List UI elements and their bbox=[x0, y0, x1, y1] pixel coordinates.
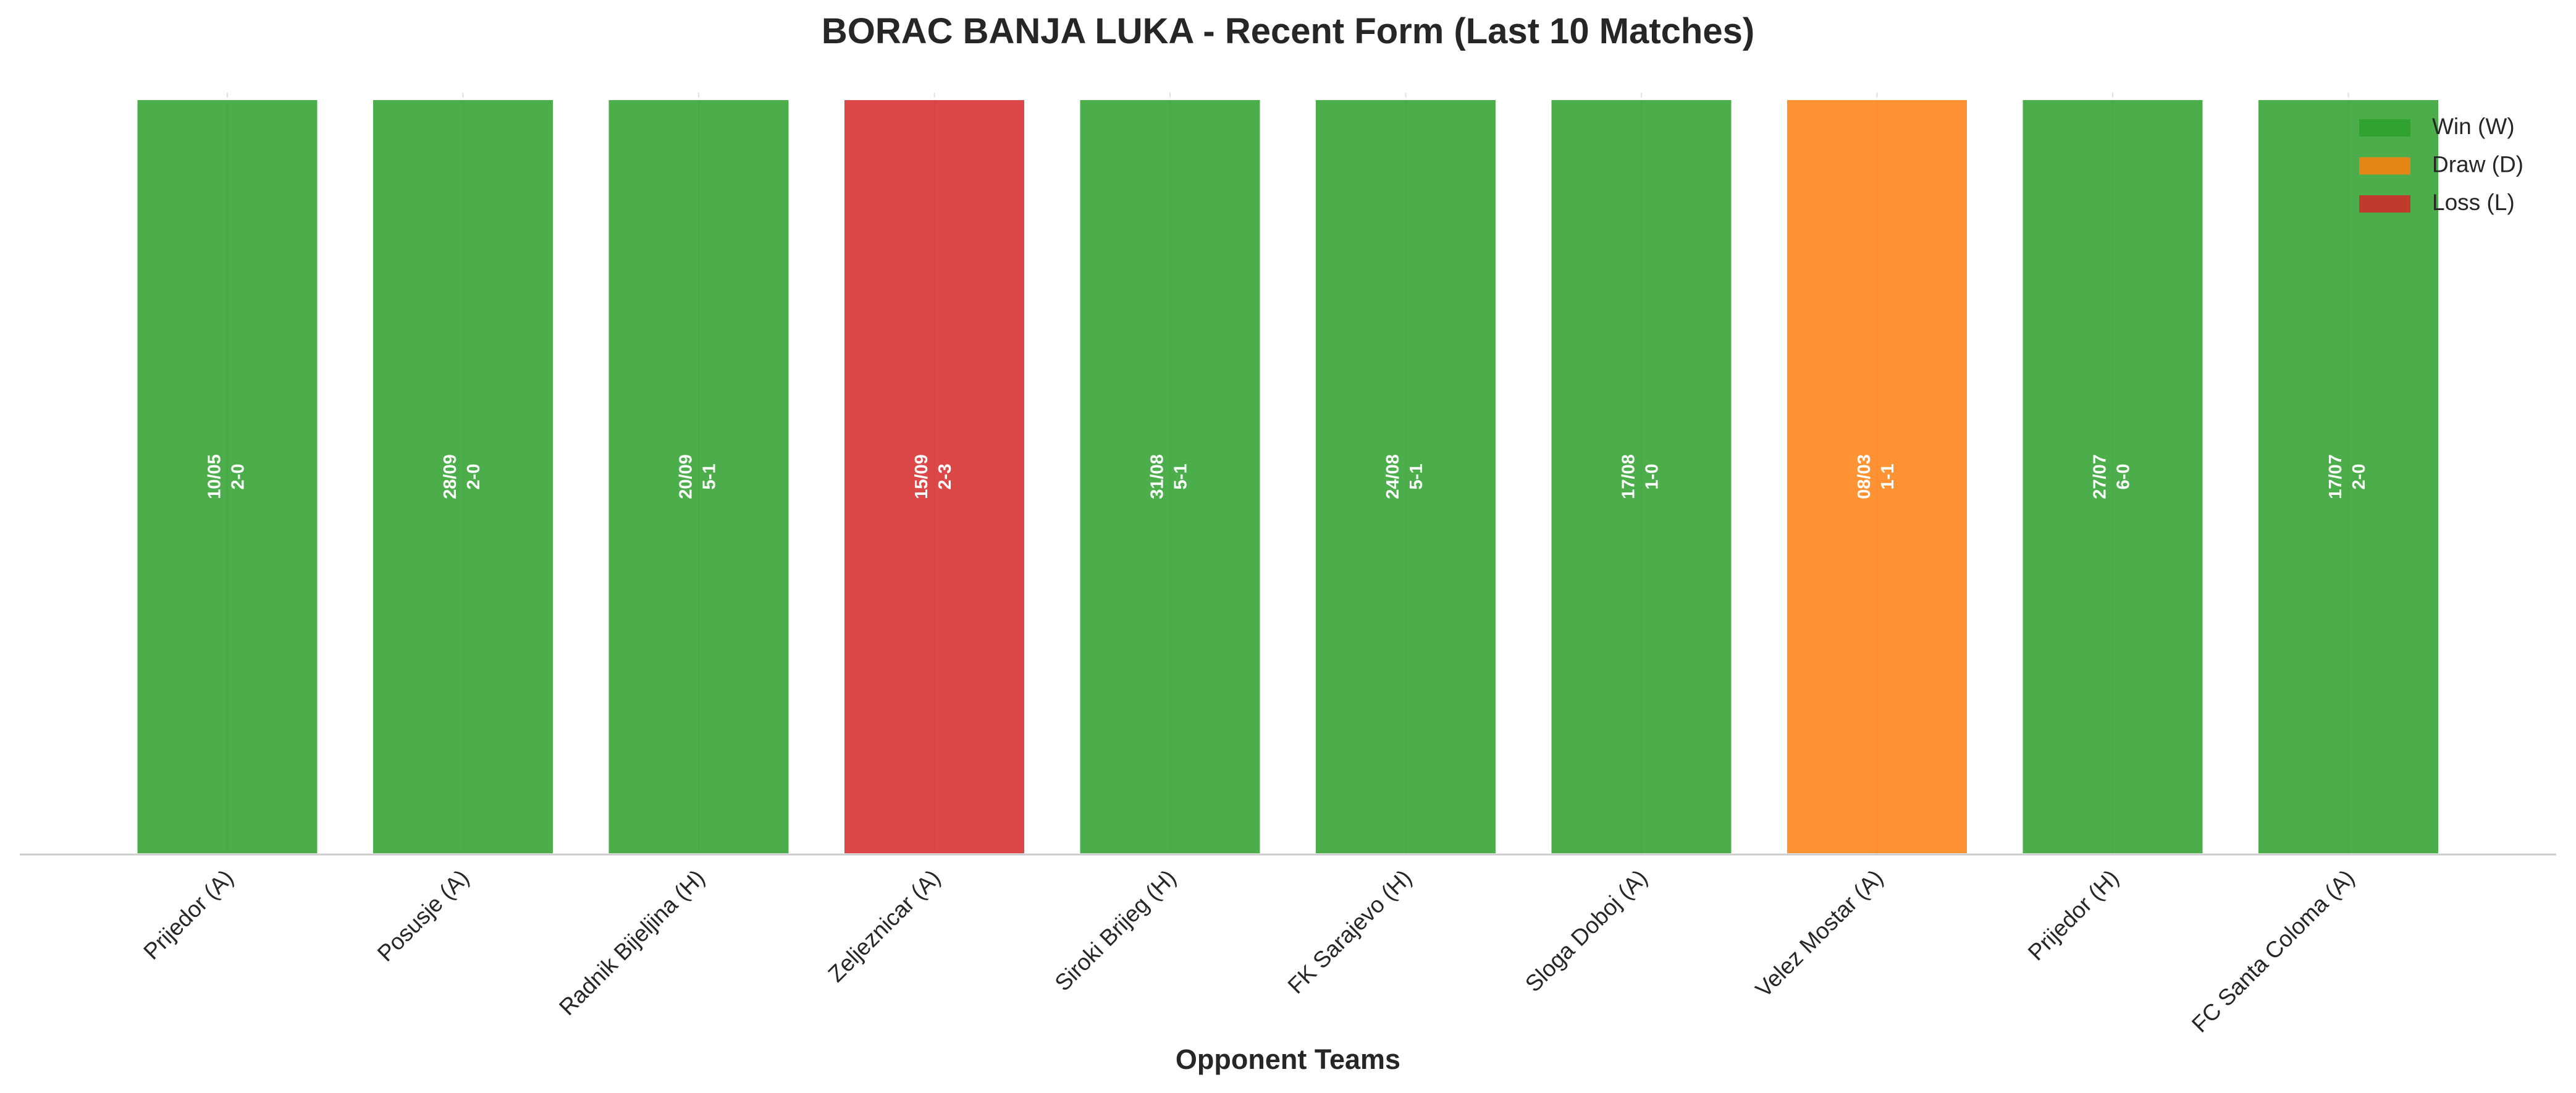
bar bbox=[371, 98, 555, 856]
bar bbox=[1785, 98, 1969, 856]
x-tick-label: FK Sarajevo (H) bbox=[1283, 865, 1417, 999]
bar-date-label: 31/08 bbox=[1148, 454, 1168, 499]
bar-score-label: 5-1 bbox=[1171, 464, 1191, 490]
bar bbox=[606, 98, 791, 856]
bar bbox=[2020, 98, 2205, 856]
x-tick-label: Velez Mostar (A) bbox=[1751, 865, 1888, 1002]
legend-swatch bbox=[2359, 195, 2410, 213]
bar-date-label: 17/07 bbox=[2326, 454, 2346, 499]
bar-score-label: 1-1 bbox=[1878, 464, 1898, 490]
x-tick-label: Prijedor (H) bbox=[2023, 865, 2124, 966]
legend-label: Loss (L) bbox=[2432, 190, 2515, 215]
legend-label: Draw (D) bbox=[2432, 151, 2523, 177]
legend-swatch bbox=[2359, 157, 2410, 175]
bar-score-label: 2-0 bbox=[2349, 464, 2369, 490]
bar-score-label: 2-3 bbox=[935, 464, 955, 490]
bar-score-label: 5-1 bbox=[700, 464, 720, 490]
bar-date-label: 17/08 bbox=[1619, 454, 1639, 499]
bar bbox=[2256, 98, 2441, 856]
legend-label: Win (W) bbox=[2432, 114, 2515, 139]
bar-date-label: 20/09 bbox=[676, 454, 696, 499]
bar-date-label: 24/08 bbox=[1383, 454, 1403, 499]
bar-date-label: 28/09 bbox=[440, 454, 460, 499]
bar bbox=[1077, 98, 1263, 856]
bar-score-label: 6-0 bbox=[2114, 464, 2134, 490]
x-axis-label: Opponent Teams bbox=[1176, 1044, 1400, 1075]
x-tick-label: Posusje (A) bbox=[373, 865, 474, 966]
bar bbox=[1549, 98, 1734, 856]
bar bbox=[842, 98, 1027, 856]
bar-score-label: 1-0 bbox=[1643, 464, 1662, 490]
bar bbox=[135, 98, 320, 856]
x-tick-label: Prijedor (A) bbox=[138, 865, 238, 964]
x-tick-label: Radnik Bijeljina (H) bbox=[554, 865, 709, 1020]
legend-swatch bbox=[2359, 119, 2410, 137]
x-tick-label: Zeljeznicar (A) bbox=[823, 865, 946, 987]
bar-score-label: 2-0 bbox=[464, 464, 484, 490]
bar bbox=[1313, 98, 1498, 856]
chart-title: BORAC BANJA LUKA - Recent Form (Last 10 … bbox=[822, 11, 1754, 51]
bar-date-label: 08/03 bbox=[1854, 454, 1874, 499]
bar-date-label: 15/09 bbox=[912, 454, 932, 499]
bar-date-label: 10/05 bbox=[205, 454, 225, 499]
x-tick-label: Sloga Doboj (A) bbox=[1520, 865, 1652, 997]
bar-score-label: 5-1 bbox=[1407, 464, 1426, 490]
bar-score-label: 2-0 bbox=[229, 464, 248, 490]
x-tick-label: Siroki Brijeg (H) bbox=[1050, 865, 1181, 996]
x-tick-label: FC Santa Coloma (A) bbox=[2187, 865, 2359, 1037]
bar-date-label: 27/07 bbox=[2090, 454, 2110, 499]
